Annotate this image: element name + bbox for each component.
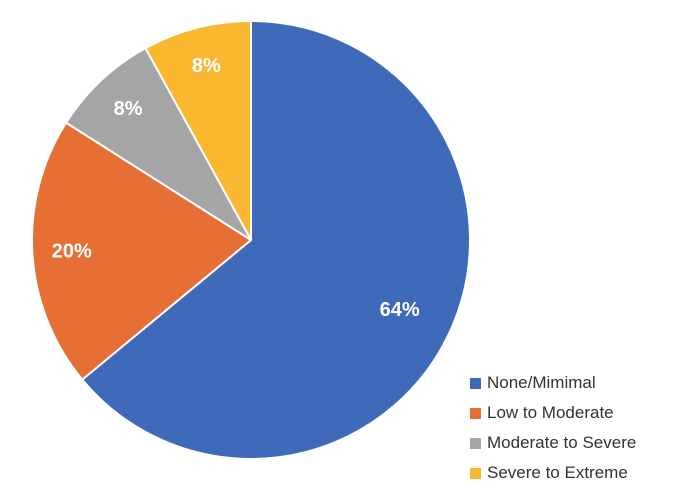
pie-slice-0 <box>80 19 471 460</box>
pie-slice-1 <box>31 121 253 382</box>
legend-label: Low to Moderate <box>487 403 614 422</box>
legend-item-low-to-moderate: Low to Moderate <box>470 398 636 428</box>
legend-item-moderate-to-severe: Moderate to Severe <box>470 428 636 458</box>
legend-swatch <box>470 407 481 419</box>
legend-label: Severe to Extreme <box>487 463 628 482</box>
legend-item-none-minimal: None/Mimimal <box>470 368 636 398</box>
legend: None/Mimimal Low to Moderate Moderate to… <box>470 368 636 488</box>
pie-data-label-1: 20% <box>52 240 92 262</box>
pie-data-label-2: 8% <box>114 98 143 120</box>
legend-label: Moderate to Severe <box>487 433 637 452</box>
legend-swatch <box>470 437 481 449</box>
pie-data-label-0: 64% <box>380 299 420 321</box>
legend-label: None/Mimimal <box>487 373 596 392</box>
pie-slice-3 <box>144 19 252 241</box>
pie-slices <box>31 19 471 460</box>
legend-swatch <box>470 467 481 479</box>
pie-slice-2 <box>64 46 252 241</box>
pie-data-labels: 64% 20% 8% 8% <box>52 55 420 321</box>
legend-swatch <box>470 377 481 389</box>
legend-item-severe-to-extreme: Severe to Extreme <box>470 458 636 488</box>
pie-data-label-3: 8% <box>192 55 221 77</box>
